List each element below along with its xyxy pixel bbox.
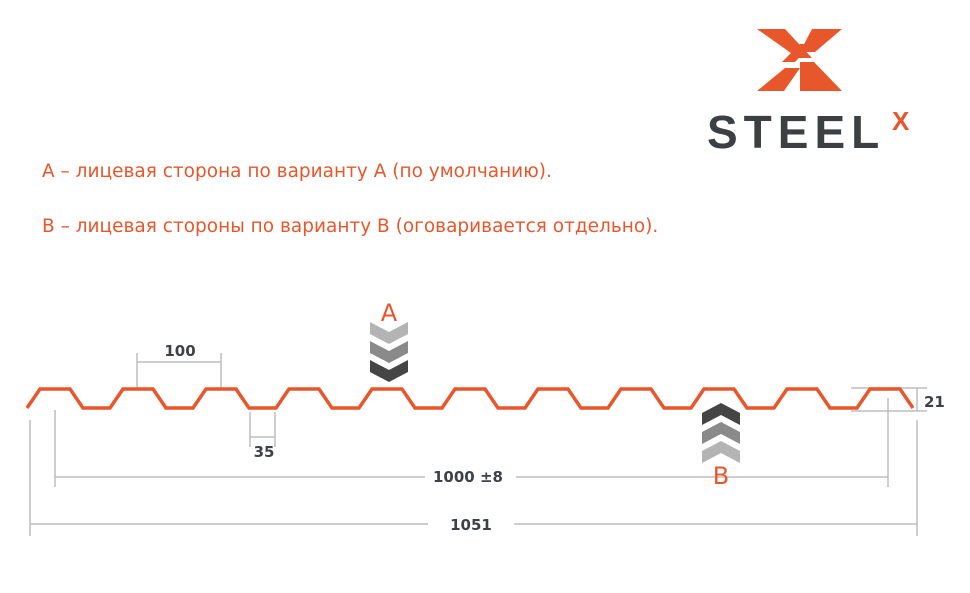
logo-text: STEEL — [707, 106, 885, 158]
note-side-a: A – лицевая сторона по варианту А (по ум… — [42, 161, 552, 182]
useful-width-label: 1000 ±8 — [433, 468, 503, 486]
total-width-label: 1051 — [450, 516, 492, 534]
logo-superscript: X — [892, 106, 910, 136]
height-label: 21 — [924, 393, 945, 411]
bottom-width-label: 35 — [254, 443, 275, 461]
profile-line — [25, 387, 915, 410]
pitch-label: 100 — [164, 342, 195, 360]
note-side-b: B – лицевая стороны по варианту В (огова… — [42, 216, 659, 237]
side-b-label: B — [713, 462, 729, 490]
dimension-lines — [29, 353, 927, 536]
side-a-label: A — [381, 299, 398, 327]
side-a-arrows-icon — [370, 322, 408, 382]
side-b-arrows-icon — [702, 403, 740, 463]
steelx-logo: STEEL X — [707, 29, 910, 158]
logo-x-mark — [757, 29, 842, 91]
